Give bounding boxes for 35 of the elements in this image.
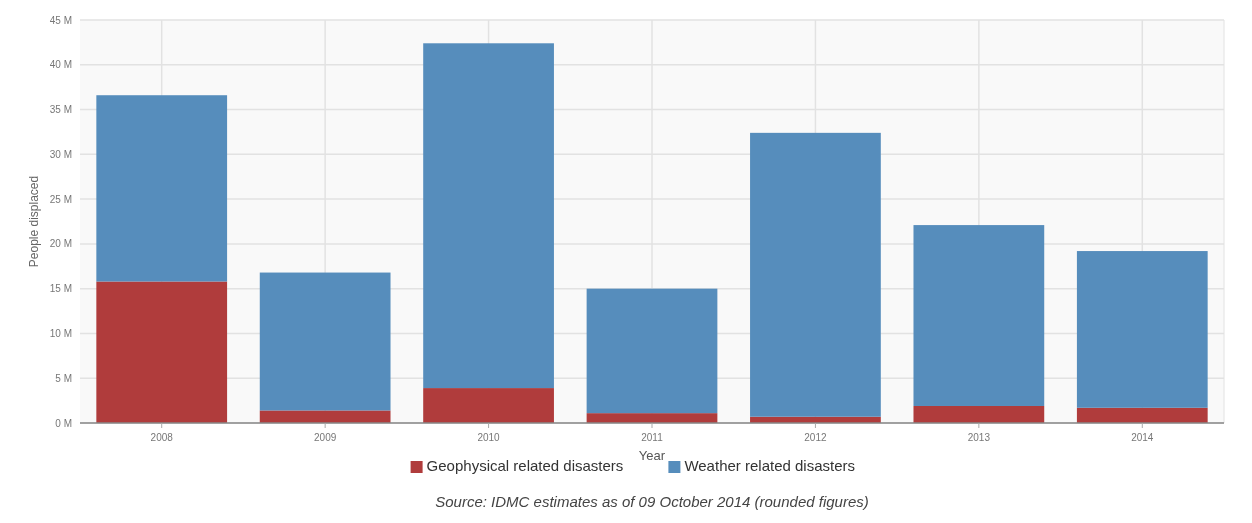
bar xyxy=(1076,407,1208,423)
bar xyxy=(259,410,391,423)
bar xyxy=(1076,251,1208,408)
y-tick-label: 10 M xyxy=(49,327,72,339)
bar xyxy=(96,95,228,282)
x-axis-title: Year xyxy=(638,448,666,463)
x-tick-label: 2012 xyxy=(804,432,827,443)
y-tick-label: 20 M xyxy=(49,238,72,250)
y-tick-label: 40 M xyxy=(49,59,72,71)
x-tick-label: 2008 xyxy=(150,432,174,443)
bar xyxy=(750,132,881,417)
y-tick-label: 45 M xyxy=(49,14,72,26)
source-note: Source: IDMC estimates as of 09 October 2014 (rounded figures) xyxy=(435,493,869,510)
y-tick-label: 35 M xyxy=(49,104,72,116)
legend-label: Geophysical related disasters xyxy=(426,457,624,474)
y-tick-label: 5 M xyxy=(55,372,72,384)
bar xyxy=(913,225,1045,406)
bar xyxy=(913,405,1045,423)
y-tick-label: 30 M xyxy=(49,148,72,160)
bar xyxy=(423,388,554,423)
bar xyxy=(96,281,228,423)
y-axis-title: People displaced xyxy=(27,175,41,268)
y-tick-label: 0 M xyxy=(55,417,72,429)
bar xyxy=(259,272,391,411)
bar xyxy=(586,413,718,423)
bar xyxy=(586,288,718,414)
x-tick-label: 2009 xyxy=(314,432,337,443)
y-tick-label: 25 M xyxy=(49,193,72,205)
x-tick-label: 2010 xyxy=(477,432,501,443)
x-tick-label: 2013 xyxy=(967,432,991,443)
bar xyxy=(423,43,554,389)
y-tick-label: 15 M xyxy=(49,283,72,295)
x-tick-label: 2014 xyxy=(1131,432,1154,443)
legend-label: Weather related disasters xyxy=(684,457,856,474)
x-tick-label: 2011 xyxy=(641,432,664,443)
